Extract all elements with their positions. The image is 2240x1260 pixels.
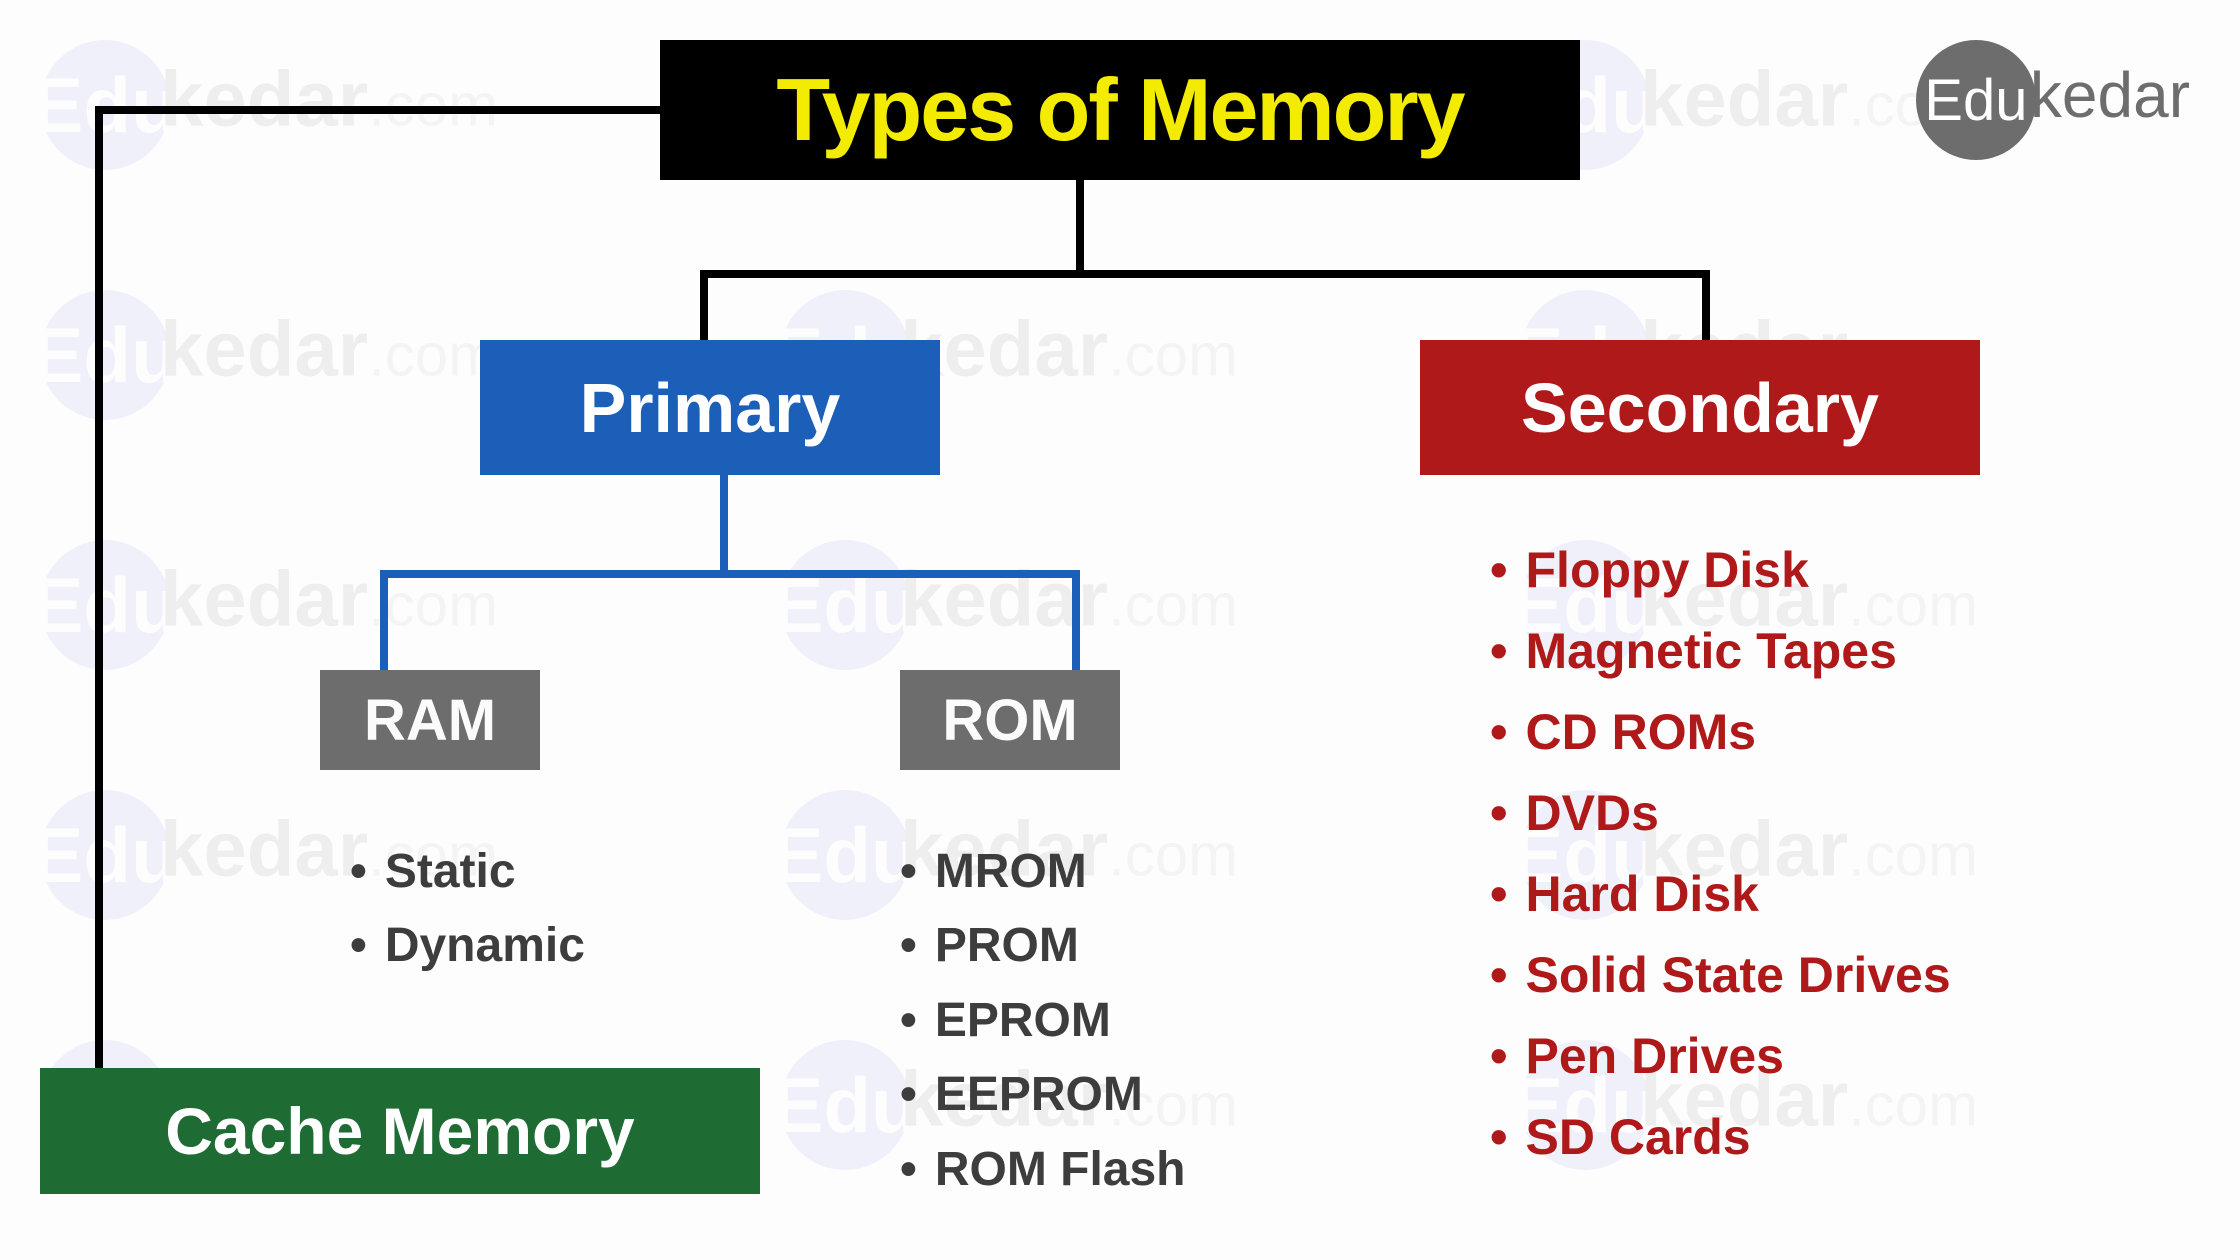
secondary-list: Floppy Disk Magnetic Tapes CD ROMs DVDs … [1490, 530, 1951, 1178]
list-item: EPROM [900, 984, 1186, 1058]
ram-list: Static Dynamic [350, 835, 585, 984]
list-item: ROM Flash [900, 1133, 1186, 1207]
logo-circle: Edu [1916, 40, 2036, 160]
list-item: CD ROMs [1490, 692, 1951, 773]
list-item: PROM [900, 909, 1186, 983]
rom-label: ROM [942, 687, 1077, 754]
logo-text: kedar [2030, 59, 2190, 131]
cache-label: Cache Memory [165, 1093, 635, 1169]
rom-list: MROM PROM EPROM EEPROM ROM Flash [900, 835, 1186, 1207]
cache-node: Cache Memory [40, 1068, 760, 1194]
list-item: DVDs [1490, 773, 1951, 854]
secondary-node: Secondary [1420, 340, 1980, 475]
conn-title-down [1076, 180, 1084, 270]
conn-to-ram [380, 570, 388, 675]
conn-to-primary [700, 270, 708, 345]
list-item: Hard Disk [1490, 854, 1951, 935]
list-item: Solid State Drives [1490, 935, 1951, 1016]
list-item: EEPROM [900, 1058, 1186, 1132]
primary-node: Primary [480, 340, 940, 475]
list-item: Dynamic [350, 909, 585, 983]
conn-title-left-h [95, 106, 660, 114]
title-text: Types of Memory [776, 59, 1463, 161]
list-item: MROM [900, 835, 1186, 909]
title-node: Types of Memory [660, 40, 1580, 180]
ram-node: RAM [320, 670, 540, 770]
list-item: Static [350, 835, 585, 909]
conn-title-left-v [95, 106, 103, 1076]
conn-primary-horiz [380, 570, 1080, 578]
conn-primary-down [720, 475, 728, 570]
brand-logo: Edukedar [1916, 40, 2190, 160]
list-item: SD Cards [1490, 1097, 1951, 1178]
list-item: Magnetic Tapes [1490, 611, 1951, 692]
rom-node: ROM [900, 670, 1120, 770]
list-item: Floppy Disk [1490, 530, 1951, 611]
conn-to-secondary [1702, 270, 1710, 345]
primary-label: Primary [580, 368, 841, 448]
list-item: Pen Drives [1490, 1016, 1951, 1097]
conn-to-rom [1072, 570, 1080, 675]
conn-horiz-main [700, 270, 1710, 278]
ram-label: RAM [364, 687, 496, 754]
secondary-label: Secondary [1521, 368, 1879, 448]
